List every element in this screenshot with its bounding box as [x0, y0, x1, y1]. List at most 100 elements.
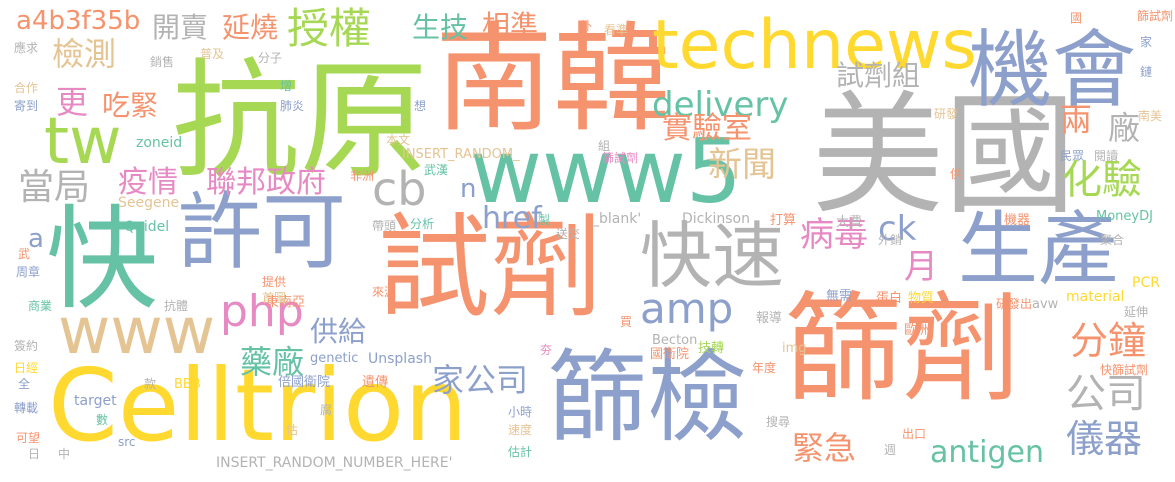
- word: 帶頭: [372, 219, 397, 233]
- word: 家: [1140, 35, 1153, 49]
- word: PCR: [1132, 275, 1160, 291]
- word: target: [74, 393, 117, 409]
- word: 緊急: [792, 429, 857, 467]
- word: 篩檢: [547, 339, 747, 456]
- word: 買: [620, 315, 633, 329]
- word: 國衛院: [650, 347, 690, 362]
- word: 蛋白: [876, 291, 903, 306]
- word: 機會: [968, 21, 1137, 119]
- word: INSERT_RANDOM_NUMBER_HERE': [216, 455, 453, 471]
- word: 快: [46, 195, 158, 325]
- word: 開賣: [152, 11, 209, 44]
- word: 轉載: [14, 401, 39, 415]
- word: 倍國衛院: [278, 375, 331, 390]
- word: 歐洲: [904, 323, 931, 338]
- word: genetic: [310, 351, 359, 366]
- word: 可望: [16, 431, 41, 445]
- word: Celltrion: [48, 347, 468, 464]
- word: 疫情: [118, 165, 178, 200]
- word: 更: [56, 83, 89, 121]
- word: 生技: [412, 11, 469, 44]
- word: material: [1066, 289, 1125, 305]
- word: 閱讀: [1094, 149, 1119, 163]
- word: 快篩試劑: [1100, 363, 1149, 377]
- word: Dickinson: [682, 211, 750, 227]
- word: 化驗: [1062, 157, 1142, 203]
- word: 美國: [812, 79, 1076, 233]
- word: 分析: [410, 217, 435, 231]
- word: 本文: [386, 133, 411, 147]
- word: 抗原: [172, 47, 429, 196]
- word: a4b3f35b: [16, 6, 141, 36]
- word: 送交: [556, 227, 581, 241]
- word: 聚合: [1100, 233, 1125, 247]
- word: 款: [144, 377, 157, 391]
- word: zoneid: [136, 135, 183, 151]
- word: 合作: [14, 81, 39, 95]
- word: amp: [640, 284, 734, 333]
- word: tw: [44, 105, 122, 179]
- word: 提供: [262, 275, 287, 289]
- word: 全: [18, 377, 31, 391]
- word: technews: [652, 6, 977, 85]
- word: 無需: [826, 289, 853, 304]
- word: 應求: [14, 41, 39, 55]
- word: 武: [18, 247, 31, 261]
- word: 想: [414, 99, 427, 113]
- word: www: [58, 295, 216, 369]
- word: 外: [580, 19, 593, 33]
- word: MoneyDJ: [1096, 209, 1153, 224]
- word: 年度: [752, 361, 777, 375]
- word: 吃緊: [102, 89, 159, 122]
- word: 估: [286, 423, 299, 437]
- word: cb: [372, 162, 427, 216]
- word: 鏈: [1140, 65, 1153, 79]
- word: Becton: [652, 333, 698, 348]
- word: 生產: [958, 203, 1118, 296]
- word: delivery: [652, 85, 789, 125]
- word: 來源: [372, 285, 397, 299]
- word: 肺炎: [280, 99, 305, 113]
- word: 武漢: [424, 163, 449, 177]
- word: 國: [1070, 11, 1083, 25]
- word: 南美: [1138, 109, 1163, 123]
- word: 中: [58, 447, 71, 461]
- word: 物質: [908, 291, 935, 306]
- word: 快速: [640, 214, 785, 298]
- word: 增: [280, 79, 293, 93]
- word: 日經: [14, 361, 39, 375]
- word: 打算: [770, 213, 797, 228]
- word: 檢測: [52, 35, 117, 73]
- word: 製: [538, 213, 551, 227]
- word: 儀器: [1066, 417, 1143, 461]
- word: 研發出: [996, 297, 1033, 311]
- word: href: [482, 201, 542, 236]
- word: _blank': [592, 211, 642, 227]
- word: 供: [950, 167, 963, 181]
- word: antigen: [930, 435, 1045, 470]
- word: 小時: [508, 405, 533, 419]
- word: 當局: [18, 167, 91, 208]
- word: Seegene: [118, 195, 180, 211]
- word: 南韓: [435, 10, 672, 148]
- word: BBB: [174, 377, 201, 392]
- word: 篩試劑: [1136, 9, 1173, 23]
- word: 授權: [287, 4, 372, 53]
- word: 月: [904, 247, 938, 287]
- word: 簽約: [14, 339, 39, 353]
- word: 夯: [540, 343, 553, 357]
- word: img: [782, 341, 807, 356]
- word: 廠: [1108, 109, 1141, 147]
- word: 普及: [200, 47, 225, 61]
- word: 供給: [310, 315, 367, 348]
- word: 篩劑: [784, 280, 1021, 418]
- word: avw: [1032, 297, 1059, 312]
- word: 分子: [258, 51, 283, 65]
- word: 首圖: [262, 291, 287, 305]
- word: 兩: [1060, 101, 1093, 139]
- word: 日: [28, 447, 41, 461]
- word: 數: [96, 413, 109, 427]
- word: 寄到: [14, 99, 39, 113]
- word: 商業: [28, 299, 53, 313]
